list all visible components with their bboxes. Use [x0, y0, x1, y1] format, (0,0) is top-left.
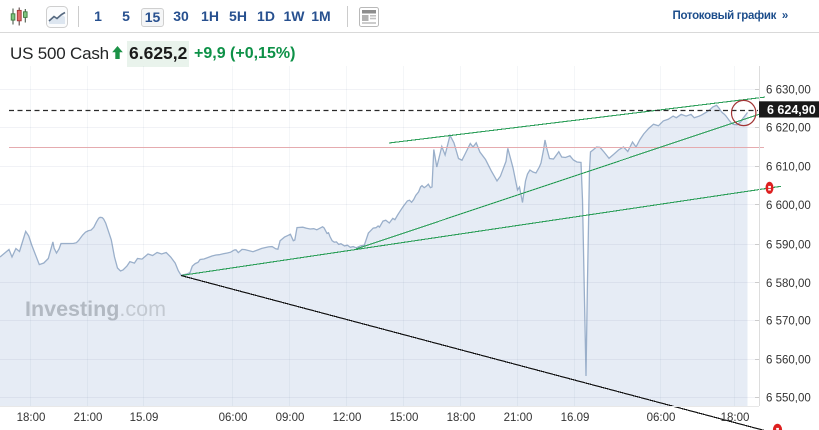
svg-text:6 600,00: 6 600,00: [766, 200, 811, 212]
svg-text:15:00: 15:00: [390, 412, 419, 424]
svg-text:6 590,00: 6 590,00: [766, 240, 811, 252]
svg-text:06:00: 06:00: [647, 412, 676, 424]
svg-text:6 550,00: 6 550,00: [766, 393, 811, 405]
svg-text:6 570,00: 6 570,00: [766, 316, 811, 328]
svg-text:6 560,00: 6 560,00: [766, 355, 811, 367]
svg-text:09:00: 09:00: [276, 412, 305, 424]
svg-text:Investing.com: Investing.com: [25, 297, 166, 321]
svg-text:6 620,00: 6 620,00: [766, 123, 811, 135]
svg-text:16.09: 16.09: [561, 412, 590, 424]
svg-text:6 610,00: 6 610,00: [766, 162, 811, 174]
svg-text:21:00: 21:00: [74, 412, 103, 424]
svg-text:18:00: 18:00: [17, 412, 46, 424]
svg-text:6 630,00: 6 630,00: [766, 85, 811, 97]
svg-text:06:00: 06:00: [219, 412, 248, 424]
svg-text:6 580,00: 6 580,00: [766, 278, 811, 290]
svg-text:21:00: 21:00: [504, 412, 533, 424]
svg-text:15.09: 15.09: [130, 412, 159, 424]
svg-text:18:00: 18:00: [721, 412, 750, 424]
svg-text:18:00: 18:00: [447, 412, 476, 424]
svg-text:6 624,90: 6 624,90: [767, 103, 816, 117]
svg-text:12:00: 12:00: [333, 412, 362, 424]
